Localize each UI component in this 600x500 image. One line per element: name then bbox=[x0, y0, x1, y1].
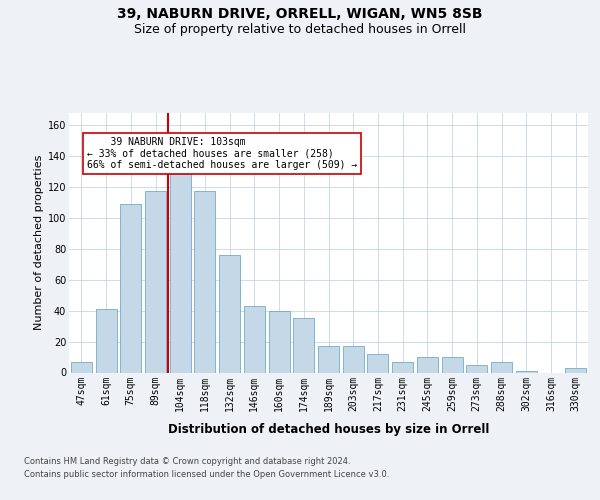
Bar bbox=[565, 368, 586, 372]
Text: Size of property relative to detached houses in Orrell: Size of property relative to detached ho… bbox=[134, 22, 466, 36]
Bar bbox=[244, 306, 265, 372]
Text: Contains HM Land Registry data © Crown copyright and database right 2024.: Contains HM Land Registry data © Crown c… bbox=[24, 457, 350, 466]
Bar bbox=[95, 309, 116, 372]
Bar bbox=[120, 204, 141, 372]
Text: Distribution of detached houses by size in Orrell: Distribution of detached houses by size … bbox=[168, 422, 490, 436]
Bar bbox=[194, 192, 215, 372]
Bar bbox=[170, 174, 191, 372]
Bar bbox=[71, 362, 92, 372]
Bar bbox=[392, 362, 413, 372]
Text: 39, NABURN DRIVE, ORRELL, WIGAN, WN5 8SB: 39, NABURN DRIVE, ORRELL, WIGAN, WN5 8SB bbox=[117, 8, 483, 22]
Bar bbox=[417, 357, 438, 372]
Text: Contains public sector information licensed under the Open Government Licence v3: Contains public sector information licen… bbox=[24, 470, 389, 479]
Bar bbox=[516, 371, 537, 372]
Text: 39 NABURN DRIVE: 103sqm
← 33% of detached houses are smaller (258)
66% of semi-d: 39 NABURN DRIVE: 103sqm ← 33% of detache… bbox=[87, 138, 357, 170]
Bar bbox=[219, 255, 240, 372]
Y-axis label: Number of detached properties: Number of detached properties bbox=[34, 155, 44, 330]
Bar bbox=[491, 362, 512, 372]
Bar bbox=[367, 354, 388, 372]
Bar bbox=[145, 192, 166, 372]
Bar bbox=[343, 346, 364, 372]
Bar bbox=[269, 310, 290, 372]
Bar bbox=[293, 318, 314, 372]
Bar bbox=[442, 357, 463, 372]
Bar bbox=[318, 346, 339, 372]
Bar bbox=[466, 365, 487, 372]
